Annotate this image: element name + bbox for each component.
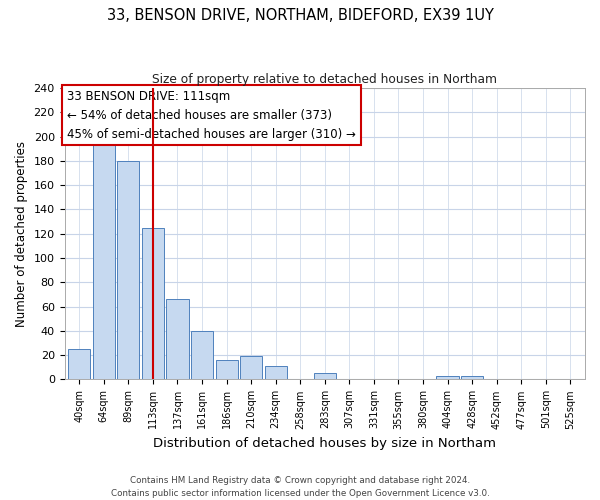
Bar bbox=[314, 374, 336, 380]
Bar bbox=[166, 300, 188, 380]
X-axis label: Distribution of detached houses by size in Northam: Distribution of detached houses by size … bbox=[153, 437, 496, 450]
Y-axis label: Number of detached properties: Number of detached properties bbox=[15, 141, 28, 327]
Bar bbox=[191, 331, 213, 380]
Text: 33 BENSON DRIVE: 111sqm
← 54% of detached houses are smaller (373)
45% of semi-d: 33 BENSON DRIVE: 111sqm ← 54% of detache… bbox=[67, 90, 356, 140]
Text: Contains HM Land Registry data © Crown copyright and database right 2024.
Contai: Contains HM Land Registry data © Crown c… bbox=[110, 476, 490, 498]
Bar bbox=[142, 228, 164, 380]
Bar bbox=[68, 349, 91, 380]
Bar bbox=[461, 376, 483, 380]
Bar bbox=[240, 356, 262, 380]
Text: 33, BENSON DRIVE, NORTHAM, BIDEFORD, EX39 1UY: 33, BENSON DRIVE, NORTHAM, BIDEFORD, EX3… bbox=[107, 8, 493, 22]
Bar bbox=[118, 161, 139, 380]
Bar bbox=[265, 366, 287, 380]
Title: Size of property relative to detached houses in Northam: Size of property relative to detached ho… bbox=[152, 72, 497, 86]
Bar bbox=[93, 145, 115, 380]
Bar bbox=[215, 360, 238, 380]
Bar bbox=[436, 376, 458, 380]
